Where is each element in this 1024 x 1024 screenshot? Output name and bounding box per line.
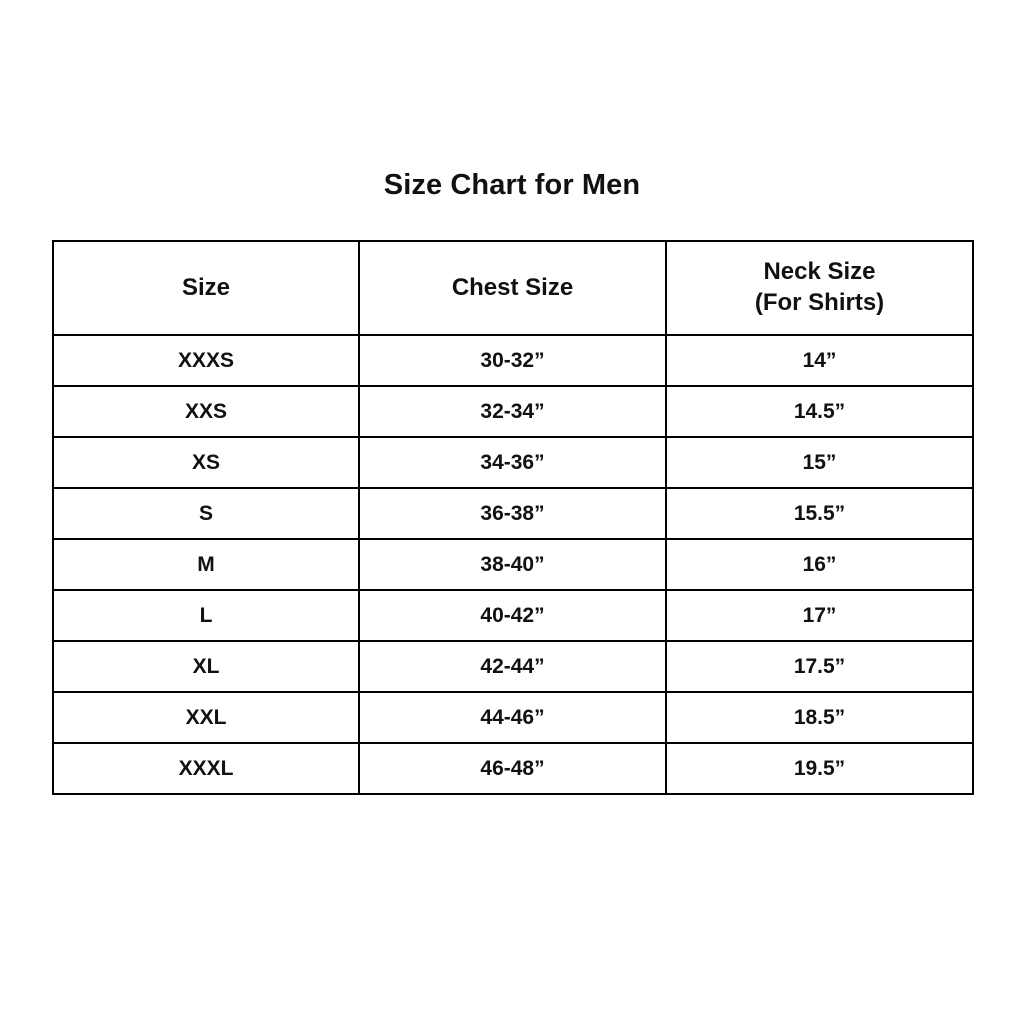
cell-chest: 44-46” — [358, 691, 667, 744]
table-header-row: Size Chest Size Neck Size (For Shirts) — [52, 240, 974, 336]
cell-size: XXS — [52, 385, 360, 438]
cell-chest: 38-40” — [358, 538, 667, 591]
cell-neck: 19.5” — [665, 742, 974, 795]
size-chart-table: Size Chest Size Neck Size (For Shirts) X… — [52, 240, 974, 795]
table-body: XXXS 30-32” 14” XXS 32-34” 14.5” XS 34-3… — [52, 334, 974, 795]
table-row: XXXS 30-32” 14” — [52, 334, 974, 387]
cell-neck: 14.5” — [665, 385, 974, 438]
cell-neck: 14” — [665, 334, 974, 387]
cell-chest: 46-48” — [358, 742, 667, 795]
cell-size: XXL — [52, 691, 360, 744]
cell-neck: 15.5” — [665, 487, 974, 540]
column-header-chest-label: Chest Size — [451, 273, 574, 301]
table-row: XXS 32-34” 14.5” — [52, 385, 974, 438]
cell-size: S — [52, 487, 360, 540]
cell-chest: 30-32” — [358, 334, 667, 387]
column-header-neck-sublabel: (For Shirts) — [754, 289, 885, 316]
cell-neck: 17” — [665, 589, 974, 642]
cell-size: L — [52, 589, 360, 642]
cell-size: XXXS — [52, 334, 360, 387]
cell-size: XL — [52, 640, 360, 693]
table-row: M 38-40” 16” — [52, 538, 974, 591]
column-header-neck-label: Neck Size — [763, 258, 876, 286]
cell-size: XXXL — [52, 742, 360, 795]
table-row: L 40-42” 17” — [52, 589, 974, 642]
table-header: Size Chest Size Neck Size (For Shirts) — [52, 240, 974, 336]
table-row: XS 34-36” 15” — [52, 436, 974, 489]
column-header-size: Size — [52, 240, 360, 336]
cell-neck: 15” — [665, 436, 974, 489]
cell-chest: 42-44” — [358, 640, 667, 693]
column-header-size-label: Size — [181, 273, 231, 301]
cell-chest: 34-36” — [358, 436, 667, 489]
cell-size: M — [52, 538, 360, 591]
cell-chest: 36-38” — [358, 487, 667, 540]
cell-neck: 16” — [665, 538, 974, 591]
table-row: XXXL 46-48” 19.5” — [52, 742, 974, 795]
cell-neck: 17.5” — [665, 640, 974, 693]
table-row: S 36-38” 15.5” — [52, 487, 974, 540]
cell-chest: 40-42” — [358, 589, 667, 642]
column-header-chest: Chest Size — [358, 240, 667, 336]
table-row: XL 42-44” 17.5” — [52, 640, 974, 693]
column-header-neck: Neck Size (For Shirts) — [665, 240, 974, 336]
cell-chest: 32-34” — [358, 385, 667, 438]
table-row: XXL 44-46” 18.5” — [52, 691, 974, 744]
page-title: Size Chart for Men — [383, 169, 641, 201]
cell-size: XS — [52, 436, 360, 489]
cell-neck: 18.5” — [665, 691, 974, 744]
